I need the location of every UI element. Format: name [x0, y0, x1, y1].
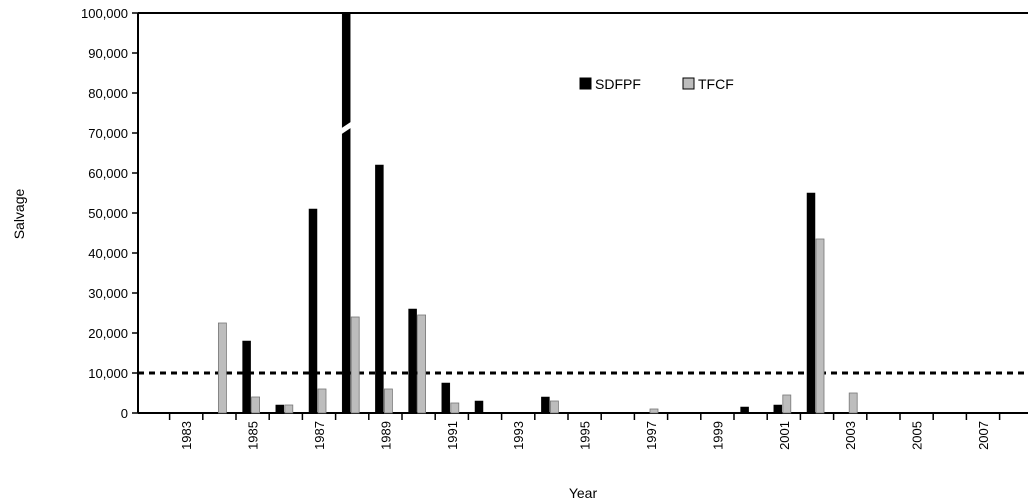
y-tick-label: 30,000 — [88, 286, 128, 301]
x-tick-label: 1997 — [644, 421, 659, 450]
bar-sdfpf-1989 — [375, 164, 384, 414]
y-tick-label: 50,000 — [88, 206, 128, 221]
bar-tfcf-1997 — [649, 408, 659, 414]
x-tick-label: 1991 — [445, 421, 460, 450]
x-tick-label: 1983 — [179, 421, 194, 450]
legend-swatch-tfcf — [682, 77, 695, 90]
bar-tfcf-1984 — [217, 322, 227, 414]
x-tick-label: 1999 — [710, 421, 725, 450]
y-tick-label: 10,000 — [88, 366, 128, 381]
bar-sdfpf-1990 — [408, 308, 417, 414]
y-tick-label: 0 — [121, 406, 128, 421]
bar-tfcf-1987 — [317, 388, 327, 414]
y-tick-label: 70,000 — [88, 126, 128, 141]
x-tick-label: 1985 — [246, 421, 261, 450]
x-tick-label: 2007 — [976, 421, 991, 450]
x-tick-label: 1987 — [312, 421, 327, 450]
bar-tfcf-1994 — [550, 400, 559, 414]
y-tick-label: 40,000 — [88, 246, 128, 261]
bar-tfcf-1991 — [450, 402, 460, 414]
bar-tfcf-1988 — [350, 316, 360, 414]
x-axis-title: Year — [569, 485, 598, 501]
x-tick-label: 2001 — [777, 421, 792, 450]
y-tick-label: 20,000 — [88, 326, 128, 341]
legend-label-tfcf: TFCF — [698, 76, 734, 92]
x-tick-label: 1995 — [578, 421, 593, 450]
bar-sdfpf-2001 — [773, 404, 783, 414]
bar-sdfpf-1994 — [541, 396, 550, 414]
bar-sdfpf-1991 — [441, 382, 451, 414]
bar-tfcf-1985 — [251, 396, 261, 414]
y-axis-title: Salvage — [11, 188, 27, 239]
bar-sdfpf-1987 — [308, 208, 318, 414]
bar-break-mark — [340, 121, 353, 135]
bar-sdfpf-2000 — [740, 406, 749, 414]
bar-tfcf-2001 — [782, 394, 792, 414]
x-tick-label: 1989 — [378, 421, 393, 450]
y-tick-label: 80,000 — [88, 86, 128, 101]
bar-tfcf-2002 — [815, 238, 825, 414]
x-tick-label: 2005 — [910, 421, 925, 450]
bar-tfcf-2003 — [848, 392, 858, 414]
bar-sdfpf-1985 — [242, 340, 251, 414]
x-tick-label: 1993 — [511, 421, 526, 450]
legend-label-sdfpf: SDFPF — [595, 76, 641, 92]
y-tick-label: 60,000 — [88, 166, 128, 181]
legend: SDFPF TFCF — [579, 76, 734, 92]
bar-tfcf-1990 — [417, 314, 427, 414]
bar-sdfpf-2002 — [806, 192, 816, 414]
plot-area: 0 10,000 20,000 30,000 40,000 50,000 60,000 70,… — [81, 6, 1028, 450]
bar-sdfpf-1988 — [341, 12, 351, 414]
bar-sdfpf-1986 — [275, 404, 285, 414]
y-tick-label: 100,000 — [81, 6, 128, 21]
bar-tfcf-1986 — [284, 404, 294, 414]
bar-sdfpf-1992 — [474, 400, 484, 414]
bar-tfcf-1989 — [383, 388, 393, 414]
legend-swatch-sdfpf — [579, 77, 592, 90]
x-tick-label: 2003 — [843, 421, 858, 450]
y-tick-label: 90,000 — [88, 46, 128, 61]
